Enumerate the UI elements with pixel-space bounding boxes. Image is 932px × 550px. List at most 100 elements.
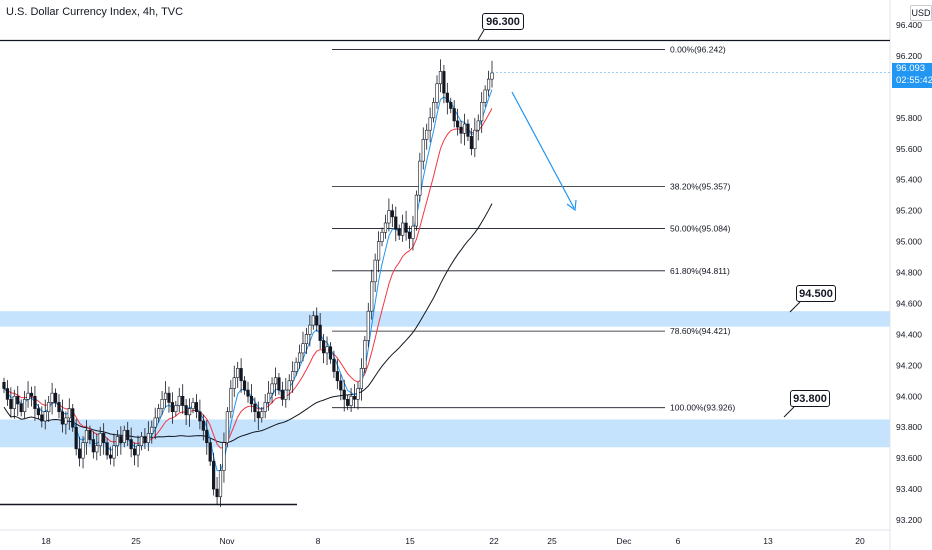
- candle-body: [78, 448, 82, 459]
- candle: [119, 426, 123, 455]
- candle: [170, 392, 174, 424]
- candle: [469, 128, 473, 156]
- candle-body: [181, 395, 185, 406]
- candle-body: [53, 392, 58, 403]
- candle: [53, 388, 58, 408]
- time-axis-tick-label: 6: [676, 536, 681, 546]
- candle-body: [236, 368, 240, 378]
- candle-body: [98, 433, 102, 447]
- candle-body: [88, 429, 92, 440]
- candle: [181, 384, 185, 414]
- candle-body: [84, 429, 89, 443]
- slow-moving-average-line: [3, 203, 493, 443]
- candle: [153, 407, 157, 440]
- candle-body: [143, 436, 147, 443]
- candle-body: [126, 429, 130, 440]
- candle-body: [428, 117, 432, 131]
- fib-level-label: 100.00%(93.926): [670, 403, 735, 413]
- candle-body: [421, 139, 425, 162]
- candle-body: [160, 399, 164, 409]
- candle-body: [356, 388, 360, 400]
- candle: [315, 307, 319, 332]
- callout-pointer-resistance: [789, 301, 801, 313]
- candle: [205, 420, 209, 455]
- candle: [98, 426, 102, 456]
- candle: [16, 386, 20, 417]
- candle-body: [16, 395, 20, 405]
- candle-body: [407, 231, 412, 239]
- candle-body: [462, 123, 467, 134]
- callout-support[interactable]: 93.800: [790, 390, 830, 407]
- candle: [380, 227, 384, 247]
- time-axis-tick-label: 13: [763, 536, 773, 546]
- candle-body: [438, 71, 443, 85]
- candle-body: [466, 123, 470, 137]
- candle: [418, 152, 422, 202]
- candle: [462, 113, 467, 146]
- candle: [370, 269, 374, 320]
- price-axis-tick-label: 94.800: [896, 268, 922, 278]
- time-axis-tick-label: Nov: [219, 536, 235, 546]
- candle: [88, 425, 92, 445]
- price-axis-tick-label: 95.400: [896, 175, 922, 185]
- candle-body: [146, 433, 150, 443]
- price-axis-tick-label: 95.000: [896, 237, 922, 247]
- candle-body: [81, 442, 85, 459]
- candle: [414, 190, 418, 231]
- candle: [476, 114, 480, 141]
- candle: [143, 428, 147, 450]
- candle-body: [177, 395, 181, 406]
- candle: [132, 442, 137, 466]
- callout-resistance[interactable]: 94.500: [796, 285, 836, 302]
- candle-body: [370, 281, 374, 312]
- drawings-layer: [0, 29, 890, 506]
- candle-body: [170, 402, 174, 413]
- candle: [421, 127, 425, 170]
- candle-body: [304, 334, 309, 344]
- candle: [2, 377, 6, 394]
- candle-body: [476, 120, 480, 131]
- candle-body: [270, 383, 274, 394]
- candle-body: [136, 445, 140, 456]
- fibonacci-retracement[interactable]: 0.00%(96.242) 38.20%(95.357) 50.00%(95.084…: [332, 44, 735, 413]
- candle: [157, 403, 161, 423]
- currency-button[interactable]: USD: [910, 5, 932, 21]
- candle-body: [349, 395, 353, 406]
- candles-layer: [2, 59, 494, 508]
- candle-body: [363, 340, 367, 369]
- candle-body: [139, 436, 144, 447]
- candle-body: [249, 395, 254, 405]
- price-axis-tick-label: 94.400: [896, 329, 922, 339]
- candle: [81, 436, 85, 469]
- candle-body: [225, 411, 229, 443]
- candle-body: [284, 389, 288, 400]
- candle-body: [174, 405, 178, 413]
- candle-body: [260, 411, 264, 419]
- candle-body: [105, 442, 109, 456]
- candle: [60, 399, 65, 433]
- candle-body: [64, 417, 68, 425]
- bar-countdown: 02:55:42: [896, 75, 932, 86]
- candle: [108, 446, 113, 465]
- candle-body: [9, 399, 13, 409]
- candle-body: [335, 371, 339, 382]
- fib-level-label: 38.20%(95.357): [670, 181, 731, 191]
- candle: [411, 215, 415, 251]
- fib-level-label: 61.80%(94.811): [670, 266, 730, 276]
- candle-body: [74, 426, 78, 450]
- candle: [215, 476, 219, 506]
- candle: [218, 464, 223, 508]
- candle-body: [71, 408, 75, 428]
- candle-body: [294, 361, 298, 372]
- candle-body: [404, 222, 408, 233]
- callout-top-price[interactable]: 96.300: [482, 13, 524, 30]
- candle-body: [263, 402, 267, 413]
- candle: [480, 92, 484, 133]
- candle: [346, 394, 350, 411]
- candle-body: [277, 377, 281, 391]
- moving-averages: [3, 89, 493, 472]
- candle: [270, 377, 274, 404]
- candle: [445, 82, 449, 115]
- candle: [177, 387, 181, 413]
